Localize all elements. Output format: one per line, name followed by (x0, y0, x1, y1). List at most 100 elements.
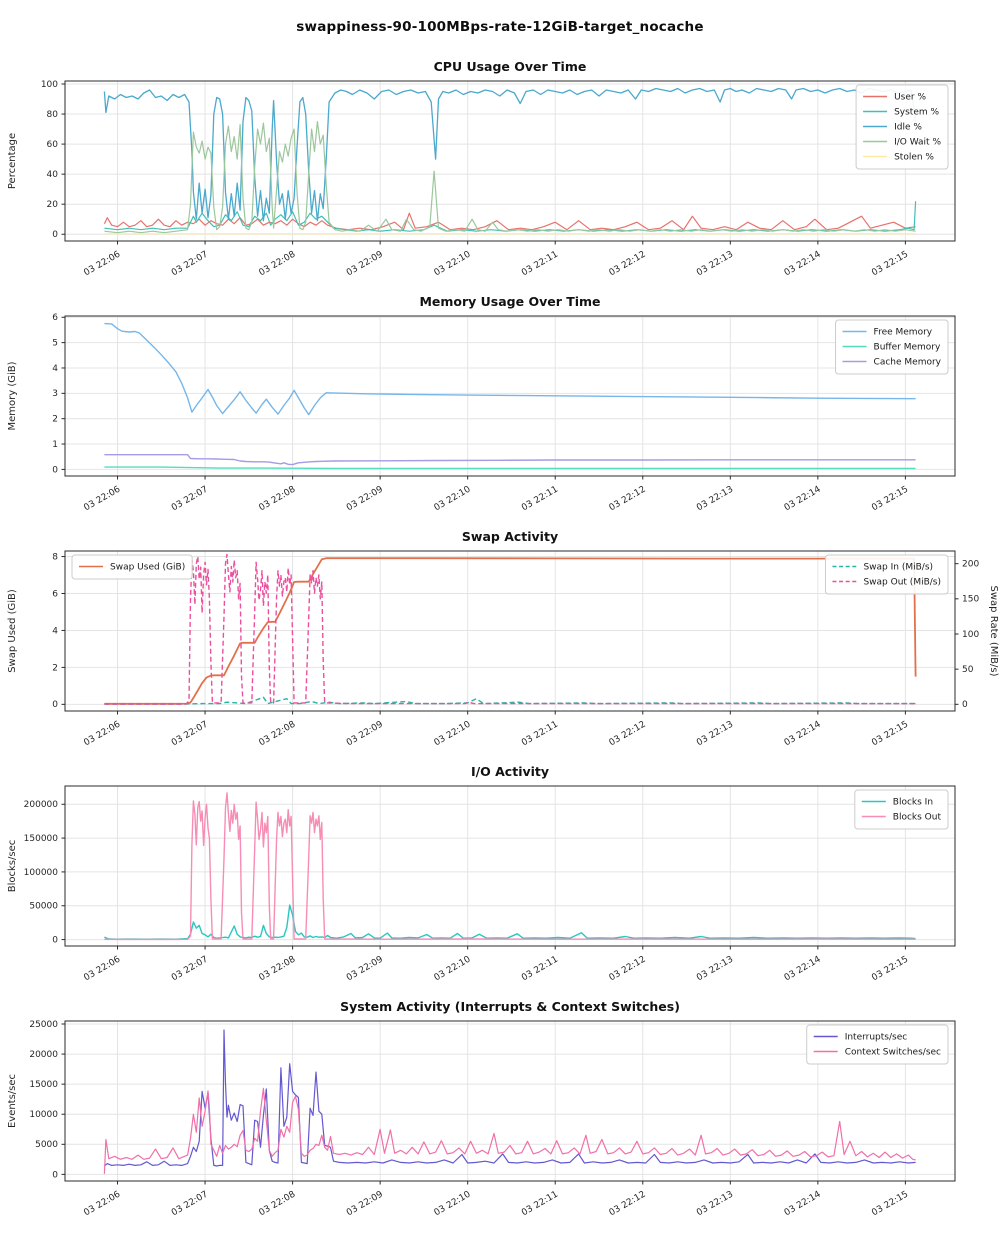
io-activity-chart-xtick-label: 03 22:13 (695, 955, 735, 984)
swap-activity-chart-xtick-label: 03 22:09 (345, 719, 385, 748)
cpu-usage-chart-ylabel: Percentage (7, 133, 18, 189)
system-activity-chart-xtick-label: 03 22:12 (608, 1190, 648, 1219)
cpu-usage-chart-series-idle (103, 87, 917, 222)
cpu-usage-chart-legend-label: System % (894, 107, 939, 117)
memory-usage-chart-xtick-label: 03 22:14 (783, 484, 823, 513)
memory-usage-chart-series-buffer (104, 466, 916, 470)
system-activity-chart-series-ctx-switches (103, 1087, 916, 1174)
cpu-usage-chart-xtick-label: 03 22:15 (870, 250, 910, 279)
io-activity-chart-xtick-label: 03 22:11 (520, 955, 560, 984)
memory-usage-chart-xtick-label: 03 22:13 (695, 485, 735, 514)
swap-activity-chart-ytick-right-label: 150 (962, 595, 979, 605)
swap-activity-chart-ytick-right-label: 0 (962, 700, 968, 710)
cpu-usage-chart-svg: 03 22:06 03 22:07 03 22:08 03 22:09 03 22:10… (7, 59, 956, 279)
swap-activity-chart-series-swap-in (104, 696, 916, 705)
io-activity-chart-xtick-label: 03 22:14 (783, 954, 823, 983)
cpu-usage-chart-xtick-label: 03 22:10 (433, 249, 473, 278)
io-activity-chart-xtick-label: 03 22:15 (870, 955, 910, 984)
system-activity-chart-legend-label: Context Switches/sec (845, 1047, 941, 1057)
plot-border (64, 550, 956, 712)
cpu-usage-chart-legend-label: I/O Wait % (894, 137, 941, 147)
cpu-usage-chart-legend: User % System % Idle % I/O Wait % Stolen % (855, 84, 949, 170)
cpu-usage-chart-ytick-label: 80 (47, 110, 59, 120)
system-activity-chart-ytick-label: 0 (52, 1170, 58, 1180)
system-activity-chart: 03 22:06 03 22:07 03 22:08 03 22:09 03 22:10… (0, 994, 1000, 1229)
system-activity-chart-legend: Interrupts/sec Context Switches/sec (806, 1024, 949, 1065)
memory-usage-chart-xtick-label: 03 22:06 (82, 484, 122, 513)
system-activity-chart-xtick-label: 03 22:09 (345, 1189, 385, 1218)
io-activity-chart-svg: 03 22:06 03 22:07 03 22:08 03 22:09 03 22:10… (7, 764, 956, 984)
io-activity-chart-ylabel: Blocks/sec (7, 840, 18, 893)
memory-usage-chart-legend: Free Memory Buffer Memory Cache Memory (835, 319, 949, 375)
io-activity-chart-series-blocks-out (104, 792, 916, 941)
swap-activity-chart-legend-label: Swap Used (GiB) (110, 562, 185, 572)
swap-activity-chart-xtick-label: 03 22:12 (608, 720, 648, 749)
plot-border (64, 80, 956, 242)
memory-usage-chart-legend-label: Free Memory (874, 327, 933, 337)
io-activity-chart-xtick-label: 03 22:07 (170, 955, 210, 984)
io-activity-chart-ytick-label: 50000 (29, 902, 58, 912)
swap-activity-chart-legend-label: Swap In (MiB/s) (863, 562, 933, 572)
swap-activity-chart-ytick-label: 0 (52, 700, 58, 710)
swap-activity-chart: 03 22:06 03 22:07 03 22:08 03 22:09 03 22:10… (0, 524, 1000, 759)
io-activity-chart-ytick-label: 0 (52, 935, 58, 945)
swap-activity-chart-ytick-label: 4 (52, 626, 58, 636)
memory-usage-chart-series-free (104, 322, 916, 416)
io-activity-chart-legend-label: Blocks Out (893, 812, 942, 822)
system-activity-chart-ytick-label: 15000 (29, 1080, 58, 1090)
memory-usage-chart-xtick-label: 03 22:08 (257, 484, 297, 513)
swap-activity-chart-ytick-right-label: 50 (962, 665, 974, 675)
swap-activity-chart-xtick-label: 03 22:11 (520, 720, 560, 749)
memory-usage-chart-ytick-label: 0 (52, 465, 58, 475)
system-activity-chart-xtick-label: 03 22:15 (870, 1190, 910, 1219)
system-activity-chart-ytick-label: 5000 (35, 1140, 58, 1150)
swap-activity-chart-xtick-label: 03 22:15 (870, 720, 910, 749)
memory-usage-chart-title: Memory Usage Over Time (419, 294, 600, 309)
system-activity-chart-xtick-label: 03 22:08 (257, 1189, 297, 1218)
cpu-usage-chart-xtick-label: 03 22:09 (345, 249, 385, 278)
memory-usage-chart-xtick-label: 03 22:12 (608, 485, 648, 514)
io-activity-chart: 03 22:06 03 22:07 03 22:08 03 22:09 03 22:10… (0, 759, 1000, 994)
memory-usage-chart-legend-label: Buffer Memory (874, 342, 941, 352)
cpu-usage-chart: 03 22:06 03 22:07 03 22:08 03 22:09 03 22:10… (0, 54, 1000, 289)
cpu-usage-chart-ytick-label: 60 (47, 140, 59, 150)
memory-usage-chart-ytick-label: 6 (52, 313, 58, 323)
swap-activity-chart-ytick-label: 6 (52, 589, 58, 599)
cpu-usage-chart-xtick-label: 03 22:08 (257, 249, 297, 278)
io-activity-chart-xtick-label: 03 22:10 (433, 954, 473, 983)
memory-usage-chart-series-cache (104, 454, 916, 466)
cpu-usage-chart-title: CPU Usage Over Time (434, 59, 587, 74)
cpu-usage-chart-xtick-label: 03 22:07 (170, 250, 210, 279)
plot-border (64, 785, 956, 947)
io-activity-chart-legend: Blocks In Blocks Out (854, 789, 949, 830)
io-activity-chart-series-blocks-in (104, 904, 916, 940)
cpu-usage-chart-legend-label: Idle % (894, 122, 922, 132)
swap-activity-chart-xtick-label: 03 22:08 (257, 719, 297, 748)
cpu-usage-chart-xtick-label: 03 22:14 (783, 249, 823, 278)
memory-usage-chart-ytick-label: 3 (52, 389, 58, 399)
cpu-usage-chart-series-iowait (104, 121, 916, 234)
system-activity-chart-legend-label: Interrupts/sec (845, 1032, 908, 1042)
io-activity-chart-xtick-label: 03 22:09 (345, 954, 385, 983)
memory-usage-chart-ytick-label: 2 (52, 415, 58, 425)
cpu-usage-chart-legend-label: User % (894, 92, 926, 102)
swap-activity-chart-legend: Swap In (MiB/s) Swap Out (MiB/s) (824, 554, 949, 595)
memory-usage-chart-ylabel: Memory (GiB) (7, 361, 18, 430)
swap-activity-chart-xtick-label: 03 22:13 (695, 720, 735, 749)
system-activity-chart-xtick-label: 03 22:13 (695, 1190, 735, 1219)
swap-activity-chart-ylabel-right: Swap Rate (MiB/s) (988, 586, 999, 677)
io-activity-chart-xtick-label: 03 22:06 (82, 954, 122, 983)
cpu-usage-chart-ytick-label: 20 (47, 200, 59, 210)
memory-usage-chart-xtick-label: 03 22:09 (345, 484, 385, 513)
cpu-usage-chart-series-user (103, 212, 916, 231)
io-activity-chart-ytick-label: 200000 (24, 800, 59, 810)
system-activity-chart-xtick-label: 03 22:06 (82, 1189, 122, 1218)
system-activity-chart-ytick-label: 20000 (29, 1050, 58, 1060)
swap-activity-chart-series-swap-out (104, 553, 916, 705)
system-activity-chart-svg: 03 22:06 03 22:07 03 22:08 03 22:09 03 22:10… (7, 999, 956, 1219)
memory-usage-chart-xtick-label: 03 22:07 (170, 485, 210, 514)
cpu-usage-chart-xtick-label: 03 22:06 (82, 249, 122, 278)
plot-border (64, 315, 956, 477)
plot-border (64, 1020, 956, 1182)
